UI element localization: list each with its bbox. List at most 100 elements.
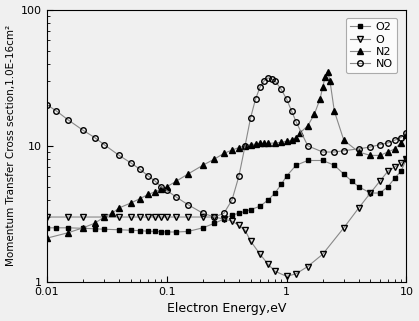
O xyxy=(266,262,271,266)
NO xyxy=(54,109,59,113)
NO xyxy=(222,211,227,215)
NO xyxy=(398,135,403,139)
NO xyxy=(266,76,271,80)
N2 xyxy=(212,157,217,161)
N2 xyxy=(138,197,143,201)
N2 xyxy=(174,179,179,183)
O xyxy=(212,215,217,219)
NO xyxy=(236,174,241,178)
O xyxy=(153,215,158,219)
O2 xyxy=(146,229,151,233)
N2 xyxy=(230,148,235,152)
NO xyxy=(200,211,205,215)
N2 xyxy=(272,141,277,145)
O2 xyxy=(320,159,325,162)
O xyxy=(236,223,241,227)
O2 xyxy=(138,229,143,233)
NO xyxy=(138,168,143,171)
O xyxy=(356,206,361,210)
NO xyxy=(164,188,169,192)
N2 xyxy=(80,226,85,230)
O2 xyxy=(185,230,190,233)
N2 xyxy=(44,236,49,240)
O2 xyxy=(102,227,107,231)
O2 xyxy=(200,226,205,230)
N2 xyxy=(385,150,391,154)
NO xyxy=(269,77,274,81)
NO xyxy=(116,153,122,157)
Y-axis label: Momentum Transfer Cross section,1.0E-16cm²: Momentum Transfer Cross section,1.0E-16c… xyxy=(5,25,16,266)
NO xyxy=(212,215,217,219)
N2 xyxy=(65,231,70,235)
O2 xyxy=(404,157,409,161)
N2 xyxy=(146,193,151,196)
O2 xyxy=(284,174,289,178)
NO xyxy=(385,141,391,145)
N2 xyxy=(378,153,383,157)
NO xyxy=(356,147,361,151)
O xyxy=(243,228,248,232)
NO xyxy=(404,131,409,134)
N2 xyxy=(258,142,263,145)
N2 xyxy=(102,215,107,219)
O xyxy=(368,191,373,195)
O2 xyxy=(159,230,164,234)
N2 xyxy=(320,85,325,89)
O xyxy=(138,215,143,219)
O xyxy=(44,215,49,219)
N2 xyxy=(128,201,133,205)
NO xyxy=(128,161,133,165)
O2 xyxy=(236,211,241,215)
N2 xyxy=(262,142,267,145)
O2 xyxy=(341,172,347,176)
O xyxy=(272,269,277,273)
O2 xyxy=(116,228,122,232)
O xyxy=(164,215,169,219)
N2 xyxy=(279,140,284,144)
O xyxy=(80,215,85,219)
Line: O2: O2 xyxy=(44,157,409,234)
Line: O: O xyxy=(44,155,410,280)
O2 xyxy=(65,226,70,230)
O2 xyxy=(368,191,373,195)
N2 xyxy=(404,133,409,137)
N2 xyxy=(392,147,397,151)
N2 xyxy=(284,139,289,143)
O xyxy=(378,179,383,183)
NO xyxy=(185,203,190,206)
N2 xyxy=(116,206,122,210)
O2 xyxy=(174,230,179,234)
NO xyxy=(243,144,248,148)
O xyxy=(398,161,403,165)
N2 xyxy=(266,142,271,145)
O xyxy=(258,252,263,256)
O xyxy=(116,215,122,219)
N2 xyxy=(328,79,333,83)
Line: NO: NO xyxy=(44,75,409,220)
N2 xyxy=(159,187,164,191)
N2 xyxy=(248,143,253,147)
O xyxy=(341,226,347,230)
O2 xyxy=(279,183,284,187)
NO xyxy=(230,198,235,202)
O2 xyxy=(305,159,310,162)
O2 xyxy=(356,185,361,189)
NO xyxy=(272,79,277,83)
O xyxy=(294,272,299,276)
N2 xyxy=(243,144,248,148)
NO xyxy=(378,143,383,147)
N2 xyxy=(341,138,347,142)
O xyxy=(385,169,391,173)
N2 xyxy=(253,142,258,146)
O2 xyxy=(230,213,235,217)
NO xyxy=(65,118,70,122)
O2 xyxy=(128,228,133,232)
N2 xyxy=(185,172,190,176)
N2 xyxy=(153,190,158,194)
NO xyxy=(153,179,158,183)
NO xyxy=(332,150,337,154)
NO xyxy=(284,97,289,101)
O2 xyxy=(153,230,158,233)
O xyxy=(404,157,409,161)
O2 xyxy=(378,191,383,195)
